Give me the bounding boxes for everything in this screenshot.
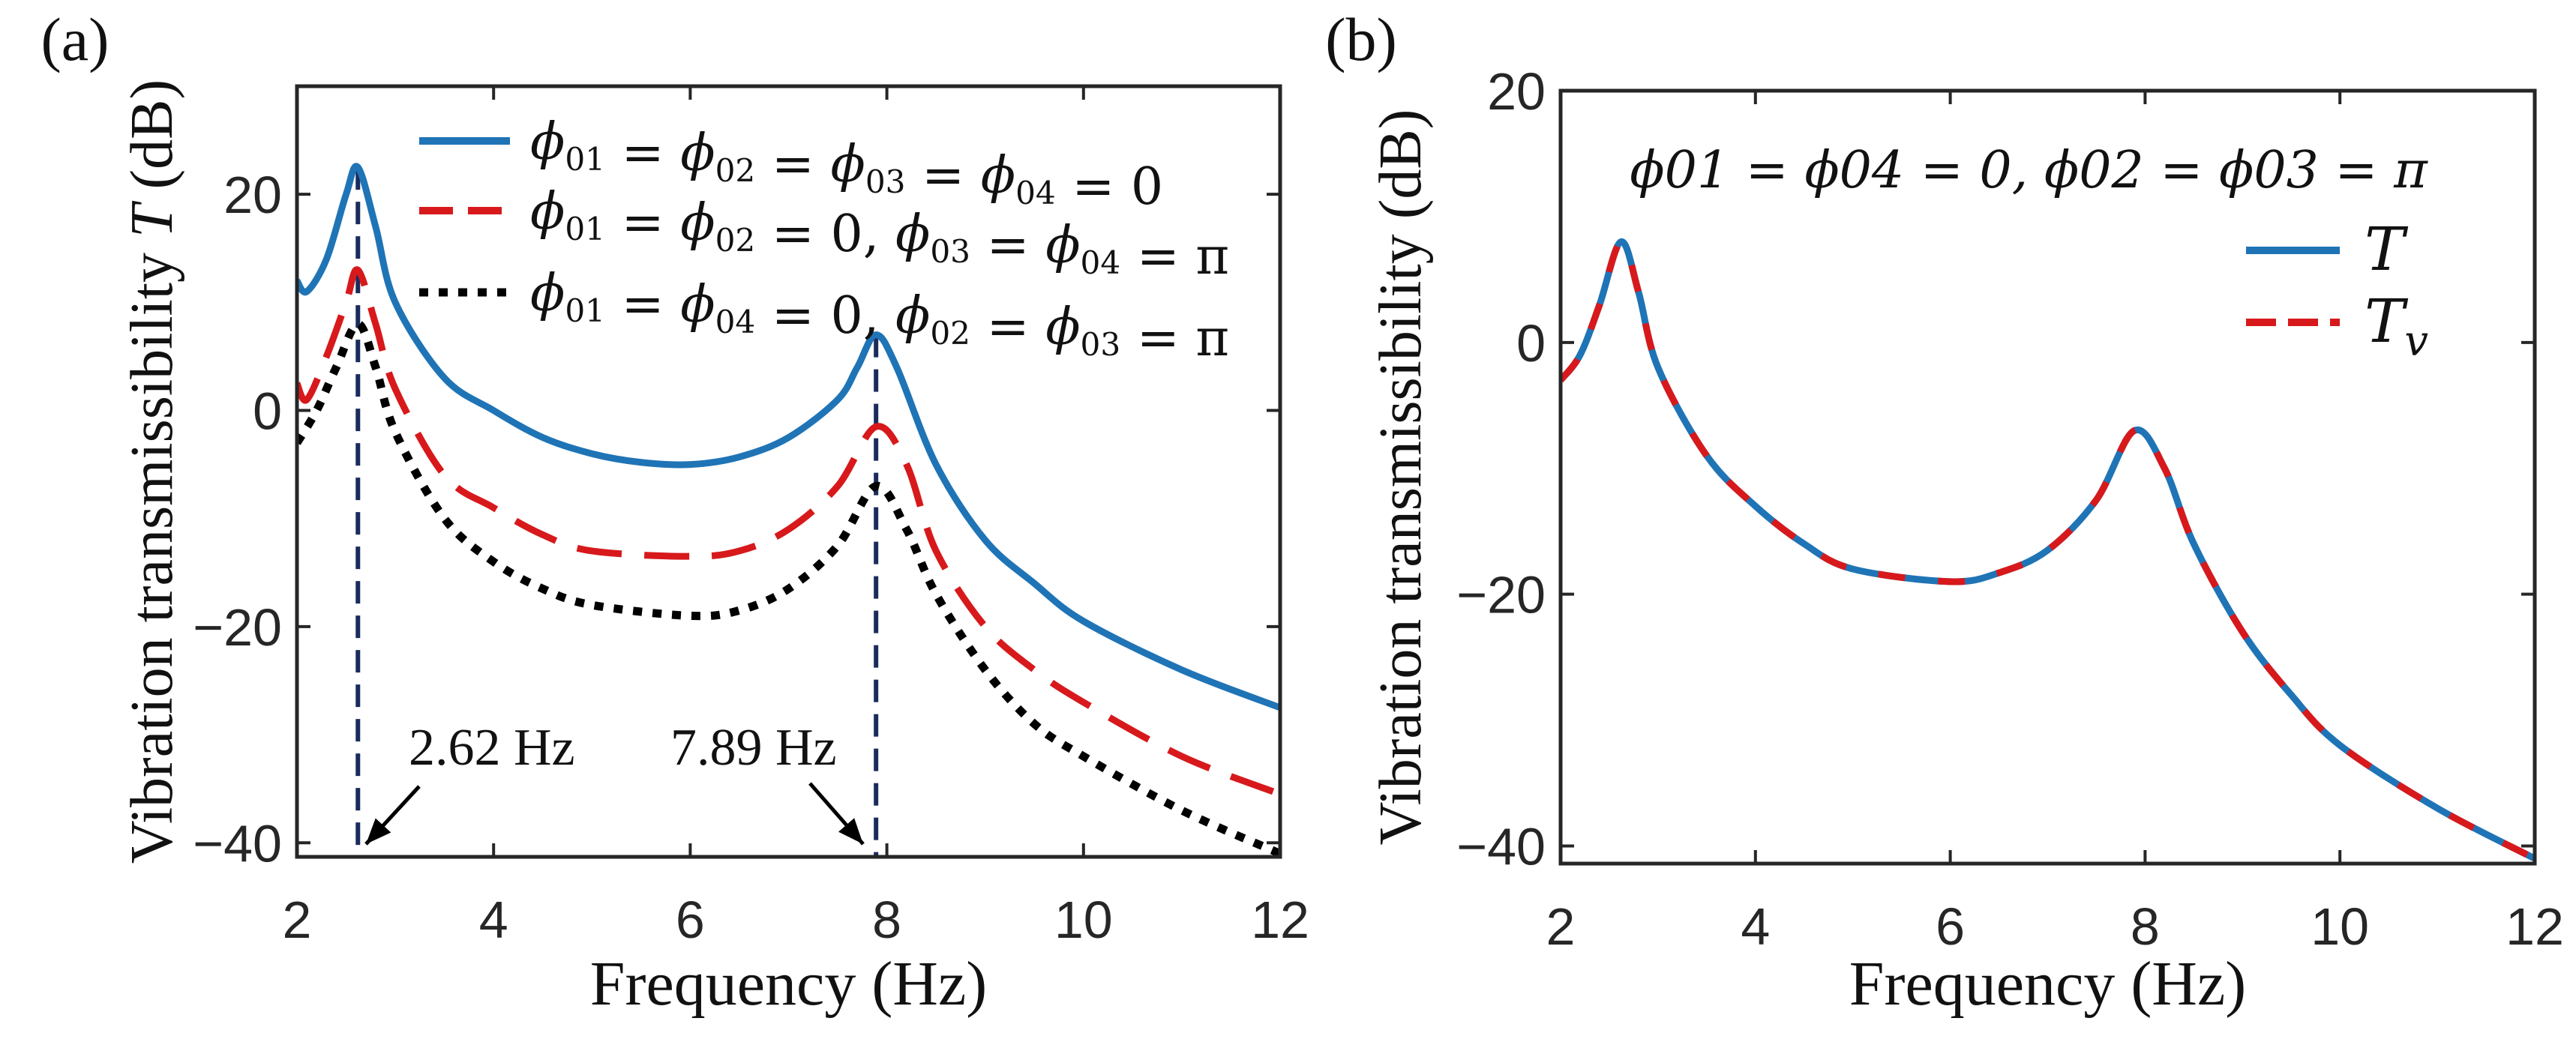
annotation-label: 2.62 Hz xyxy=(409,719,575,777)
x-tick-label: 10 xyxy=(1054,891,1113,949)
legend-label-2: ϕ01 = ϕ04 = 0, ϕ02 = ϕ03 = π xyxy=(530,264,1229,368)
panel-a: (a) 2 4 6 8 10 12 20 0 −20 −40 Frequency (Hz) Vibrat… xyxy=(40,5,1309,1019)
x-tick-label: 4 xyxy=(479,891,508,949)
y-tick-label: 0 xyxy=(253,382,282,441)
y-axis-label: Vibration transmissibility (dB) xyxy=(1368,109,1434,846)
panel-label: (a) xyxy=(40,5,109,73)
x-tick-label: 12 xyxy=(2506,897,2564,956)
x-tick-label: 8 xyxy=(2131,897,2160,956)
panel-title: ϕ01 = ϕ04 = 0, ϕ02 = ϕ03 = π xyxy=(1630,141,2428,200)
x-axis-label: Frequency (Hz) xyxy=(590,949,987,1019)
arrowhead-icon xyxy=(838,818,863,844)
x-tick-label: 2 xyxy=(283,891,312,949)
y-tick-label: 0 xyxy=(1516,314,1546,373)
legend-label-1: ϕ01 = ϕ02 = 0, ϕ03 = ϕ04 = π xyxy=(530,182,1229,286)
y-tick-label: −40 xyxy=(1456,817,1546,876)
legend-label-1: Tv xyxy=(2365,286,2428,366)
y-tick-label: −40 xyxy=(193,814,282,873)
x-tick-label: 8 xyxy=(872,891,901,949)
panel-label: (b) xyxy=(1325,5,1397,73)
y-axis-label: Vibration transmissibility T (dB) xyxy=(119,79,185,864)
y-tick-label: 20 xyxy=(1487,62,1546,121)
axes-box xyxy=(295,84,1282,859)
arrowhead-icon xyxy=(366,818,391,844)
annotation-label: 7.89 Hz xyxy=(670,719,837,777)
x-tick-label: 4 xyxy=(1741,897,1770,956)
x-tick-label: 2 xyxy=(1546,897,1576,956)
x-tick-label: 12 xyxy=(1251,891,1309,949)
y-tick-label: 20 xyxy=(223,166,282,224)
axes-box xyxy=(1558,88,2537,866)
series-line-0 xyxy=(297,163,1280,711)
x-tick-label: 10 xyxy=(2311,897,2369,956)
series-line-1 xyxy=(297,266,1280,798)
series-line-2 xyxy=(297,319,1280,857)
x-axis-label: Frequency (Hz) xyxy=(1849,949,2246,1019)
x-tick-label: 6 xyxy=(1936,897,1965,956)
panel-b: (b) 2 4 6 8 10 12 20 0 −20 −40 Frequency (Hz) Vibrat… xyxy=(1325,5,2564,1019)
legend-label-0: ϕ01 = ϕ02 = ϕ03 = ϕ04 = 0 xyxy=(530,112,1163,217)
x-tick-label: 6 xyxy=(676,891,705,949)
y-tick-label: −20 xyxy=(1456,566,1546,624)
y-tick-label: −20 xyxy=(193,598,282,657)
series-line-1 xyxy=(1561,238,2535,862)
legend-label-0: T xyxy=(2365,214,2409,284)
